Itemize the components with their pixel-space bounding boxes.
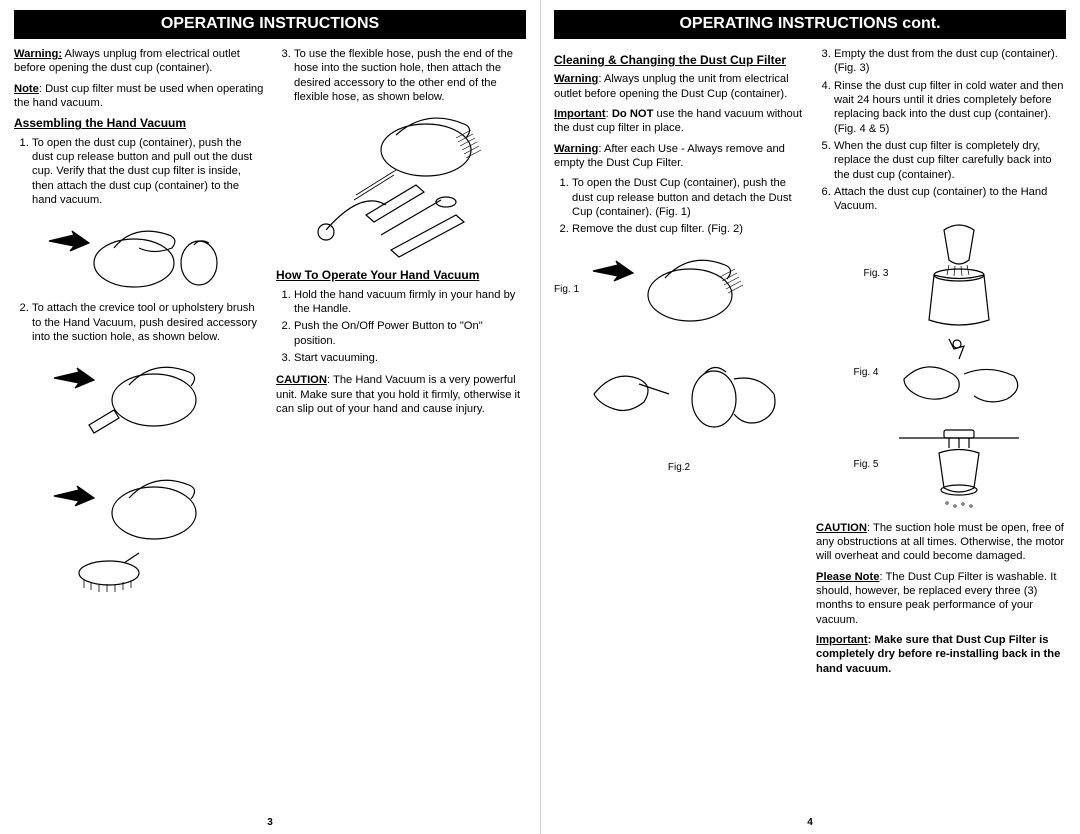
page-number-right: 4 [807, 817, 813, 828]
assemble-list: To open the dust cup (container), push t… [14, 136, 264, 208]
note-text: : Dust cup filter must be used when oper… [14, 83, 263, 109]
imp-label: Important [554, 108, 606, 120]
illustration-fig4 [889, 334, 1029, 414]
illustration-hose [296, 110, 506, 260]
caution2-label: CAUTION [816, 522, 867, 534]
right-col-a: Cleaning & Changing the Dust Cup Filter … [554, 47, 804, 682]
fig1-label: Fig. 1 [554, 284, 579, 297]
heading-clean: Cleaning & Changing the Dust Cup Filter [554, 53, 804, 68]
op-step-1: Hold the hand vacuum firmly in your hand… [294, 288, 526, 317]
clean-step-2: Remove the dust cup filter. (Fig. 2) [572, 222, 804, 236]
clean-step-1: To open the Dust Cup (container), push t… [572, 176, 804, 219]
caution-para: CAUTION: The Hand Vacuum is a very power… [276, 373, 526, 416]
fig3-row: Fig. 3 [816, 220, 1066, 330]
illustration-crevice [49, 350, 229, 460]
fig1-row: Fig. 1 [554, 243, 804, 338]
fig2-label: Fig.2 [554, 462, 804, 475]
banner-right: OPERATING INSTRUCTIONS cont. [554, 10, 1066, 39]
note-para: Note: Dust cup filter must be used when … [14, 82, 264, 111]
fig4-label: Fig. 4 [853, 367, 878, 380]
caution-label: CAUTION [276, 374, 327, 386]
clean-step-6: Attach the dust cup (container) to the H… [834, 185, 1066, 214]
clean-step-4: Rinse the dust cup filter in cold water … [834, 79, 1066, 136]
warning-label: Warning: [14, 48, 62, 60]
imp-para: Important: Do NOT use the hand vacuum wi… [554, 107, 804, 136]
imp-donot: Do NOT [612, 108, 654, 120]
fig4-row: Fig. 4 [816, 334, 1066, 414]
heading-assemble: Assembling the Hand Vacuum [14, 116, 264, 131]
banner-left: OPERATING INSTRUCTIONS [14, 10, 526, 39]
illustration-fig3 [899, 220, 1019, 330]
imp2-para: Important: Make sure that Dust Cup Filte… [816, 633, 1066, 676]
left-col-a: Warning: Always unplug from electrical o… [14, 47, 264, 606]
fig3-label: Fig. 3 [863, 268, 888, 281]
left-col-b: To use the flexible hose, push the end o… [276, 47, 526, 606]
assemble-step-1: To open the dust cup (container), push t… [32, 136, 264, 208]
warn2-para: Warning: After each Use - Always remove … [554, 142, 804, 171]
clean-list-a: To open the Dust Cup (container), push t… [554, 176, 804, 236]
fig5-row: Fig. 5 [816, 418, 1066, 513]
clean-step-3: Empty the dust from the dust cup (contai… [834, 47, 1066, 76]
illustration-brush [49, 468, 229, 598]
page-left: OPERATING INSTRUCTIONS Warning: Always u… [0, 0, 540, 834]
assemble-list-2: To attach the crevice tool or upholstery… [14, 301, 264, 344]
note-label: Note [14, 83, 39, 95]
operate-list: Hold the hand vacuum firmly in your hand… [276, 288, 526, 366]
op-step-3: Start vacuuming. [294, 351, 526, 365]
warn2-label: Warning [554, 143, 598, 155]
fig5-label: Fig. 5 [853, 459, 878, 472]
illustration-fig5 [889, 418, 1029, 513]
note2-para: Please Note: The Dust Cup Filter is wash… [816, 570, 1066, 627]
illustration-open-dustcup [44, 213, 234, 293]
assemble-list-3: To use the flexible hose, push the end o… [276, 47, 526, 104]
heading-operate: How To Operate Your Hand Vacuum [276, 268, 526, 283]
assemble-step-2: To attach the crevice tool or upholstery… [32, 301, 264, 344]
page-number-left: 3 [267, 817, 273, 828]
imp2-label: Important [816, 634, 868, 646]
clean-step-5: When the dust cup filter is completely d… [834, 139, 1066, 182]
warn-para: Warning: Always unplug the unit from ele… [554, 72, 804, 101]
warn-label: Warning [554, 73, 598, 85]
caution2-para: CAUTION: The suction hole must be open, … [816, 521, 1066, 564]
clean-list-b: Empty the dust from the dust cup (contai… [816, 47, 1066, 214]
note2-label: Please Note [816, 571, 879, 583]
illustration-fig1 [585, 243, 775, 338]
right-col-b: Empty the dust from the dust cup (contai… [816, 47, 1066, 682]
assemble-step-3: To use the flexible hose, push the end o… [294, 47, 526, 104]
op-step-2: Push the On/Off Power Button to "On" pos… [294, 319, 526, 348]
warning-para: Warning: Always unplug from electrical o… [14, 47, 264, 76]
illustration-fig2 [574, 344, 784, 454]
page-right: OPERATING INSTRUCTIONS cont. Cleaning & … [540, 0, 1080, 834]
